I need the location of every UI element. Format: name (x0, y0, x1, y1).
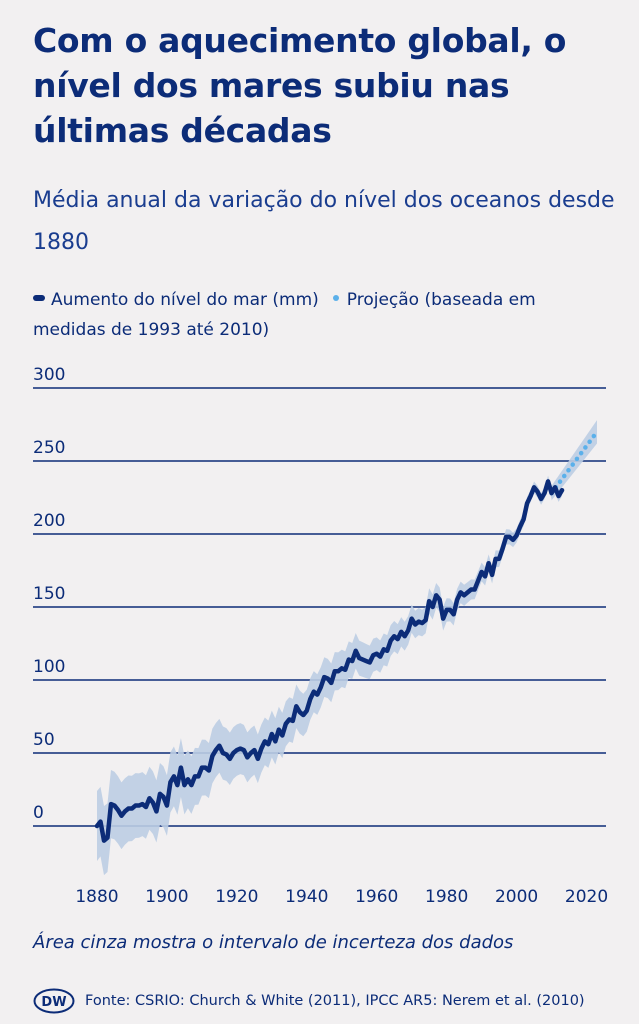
legend-series-label: Aumento do nível do mar (mm) (51, 290, 319, 310)
y-tick-label-100: 100 (33, 657, 65, 677)
dw-logo-icon: DW (33, 988, 75, 1014)
chart-title: Com o aquecimento global, o nível dos ma… (33, 21, 567, 150)
legend: Aumento do nível do mar (mm) Projeção (ba… (33, 285, 613, 345)
sea-level-line (94, 479, 565, 843)
sea-level-chart: 0 50 100 150 200 250 300 1880 1900 1920 1940 1960 19… (33, 365, 608, 907)
dw-logo-text: DW (41, 995, 66, 1010)
source-text: Fonte: CSRIO: Church & White (2011), IPC… (85, 993, 585, 1009)
x-tick-label-1900: 1900 (145, 887, 188, 907)
x-tick-label-1880: 1880 (75, 887, 118, 907)
x-tick-label-2000: 2000 (495, 887, 538, 907)
y-tick-label-150: 150 (33, 584, 65, 604)
x-tick-label-2020: 2020 (565, 887, 608, 907)
uncertainty-band (97, 475, 563, 876)
x-tick-label-1920: 1920 (215, 887, 258, 907)
footer: DW Fonte: CSRIO: Church & White (2011), … (33, 986, 633, 1016)
legend-dot-swatch (332, 295, 339, 301)
uncertainty-note: Área cinza mostra o intervalo de incerte… (33, 932, 514, 953)
legend-projection-label: Projeção (baseada em medidas de 1993 até… (33, 290, 536, 340)
projection-band (551, 420, 597, 501)
y-tick-label-300: 300 (33, 365, 65, 385)
y-tick-label-50: 50 (33, 730, 55, 750)
y-tick-label-250: 250 (33, 438, 65, 458)
y-tick-label-200: 200 (33, 511, 65, 531)
x-tick-label-1940: 1940 (285, 887, 328, 907)
chart-subtitle: Média anual da variação do nível dos oce… (33, 188, 615, 255)
legend-line-swatch (33, 295, 45, 301)
x-tick-label-1980: 1980 (425, 887, 468, 907)
projection-line (549, 429, 600, 496)
y-tick-label-0: 0 (33, 803, 44, 823)
x-tick-label-1960: 1960 (355, 887, 398, 907)
